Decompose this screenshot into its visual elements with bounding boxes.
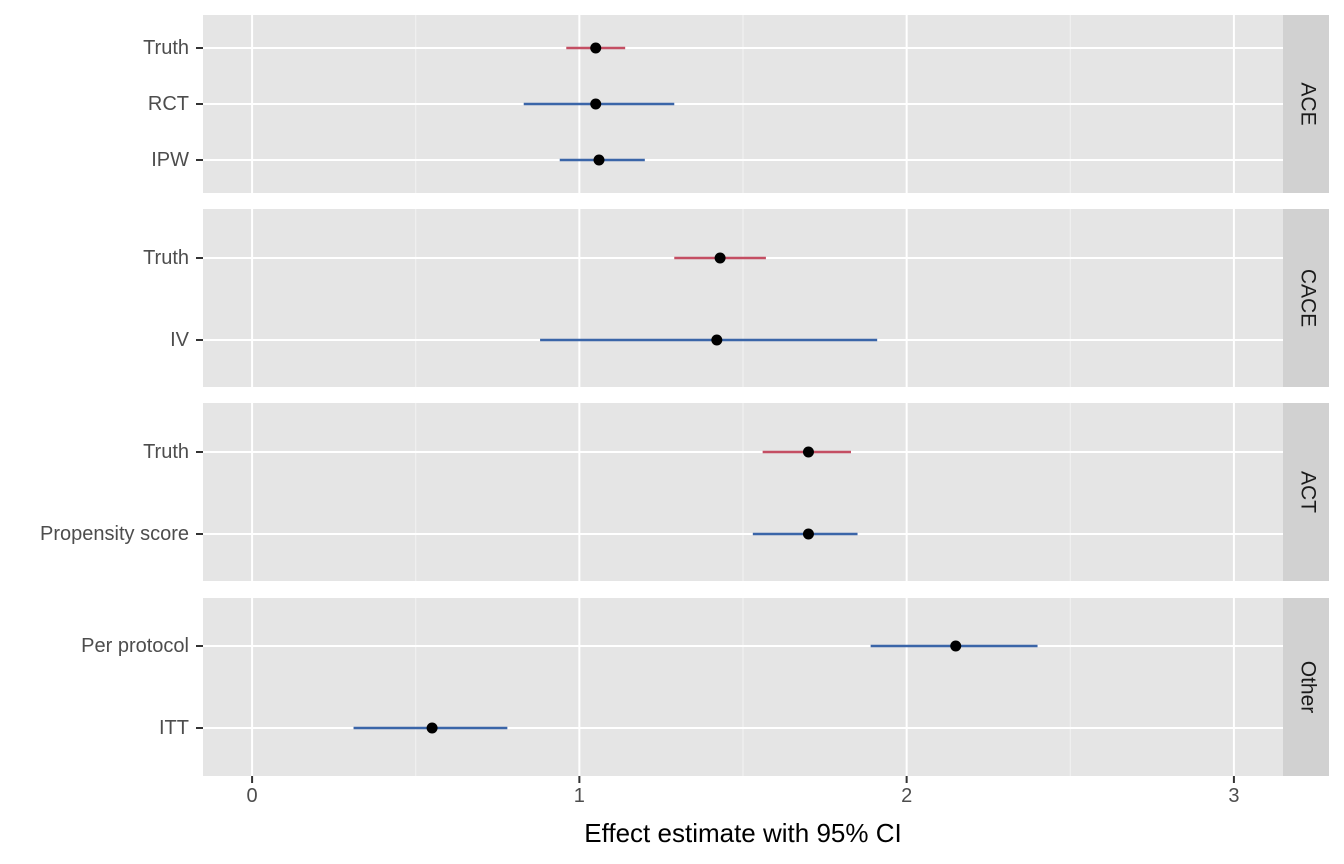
y-tick-label: Per protocol	[81, 635, 189, 657]
facet-strip	[1283, 598, 1329, 776]
facet-strip-label: ACT	[1297, 471, 1320, 513]
point-estimate	[593, 154, 605, 166]
facet-strip-label: ACE	[1297, 82, 1320, 125]
facet-strip	[1283, 403, 1329, 581]
x-axis: 0 1 2 3	[247, 776, 1239, 807]
x-tick-label: 3	[1228, 785, 1239, 807]
point-estimate	[590, 42, 602, 54]
x-axis-title: Effect estimate with 95% CI	[584, 818, 901, 848]
facet-panel-act: ACT Truth Propensity score	[40, 403, 1329, 581]
y-tick-label: IPW	[151, 149, 189, 171]
facet-strip	[1283, 15, 1329, 193]
point-estimate	[950, 640, 962, 652]
x-tick-label: 0	[247, 785, 258, 807]
point-estimate	[590, 98, 602, 110]
point-estimate	[711, 334, 723, 346]
facet-strip	[1283, 209, 1329, 387]
y-tick-label: RCT	[148, 93, 189, 115]
y-tick-label: IV	[170, 329, 190, 351]
y-tick-label: Truth	[143, 441, 189, 463]
x-tick-label: 2	[901, 785, 912, 807]
facet-strip-label: Other	[1297, 661, 1320, 714]
panels-layer: ACE Truth RCT IPW CACE Truth IV ACT Truth Propens…	[40, 15, 1329, 776]
facet-panel-other: Other Per protocol ITT	[81, 598, 1329, 776]
facet-panel-cace: CACE Truth IV	[143, 209, 1329, 387]
point-estimate	[714, 252, 726, 264]
facet-panel-ace: ACE Truth RCT IPW	[143, 15, 1329, 193]
y-tick-label: Truth	[143, 247, 189, 269]
x-tick-label: 1	[574, 785, 585, 807]
y-tick-label: Truth	[143, 37, 189, 59]
y-tick-label: ITT	[159, 717, 189, 739]
point-estimate	[426, 722, 438, 734]
facet-strip-label: CACE	[1297, 269, 1320, 327]
point-estimate	[802, 446, 814, 458]
y-tick-label: Propensity score	[40, 523, 189, 545]
point-estimate	[802, 528, 814, 540]
